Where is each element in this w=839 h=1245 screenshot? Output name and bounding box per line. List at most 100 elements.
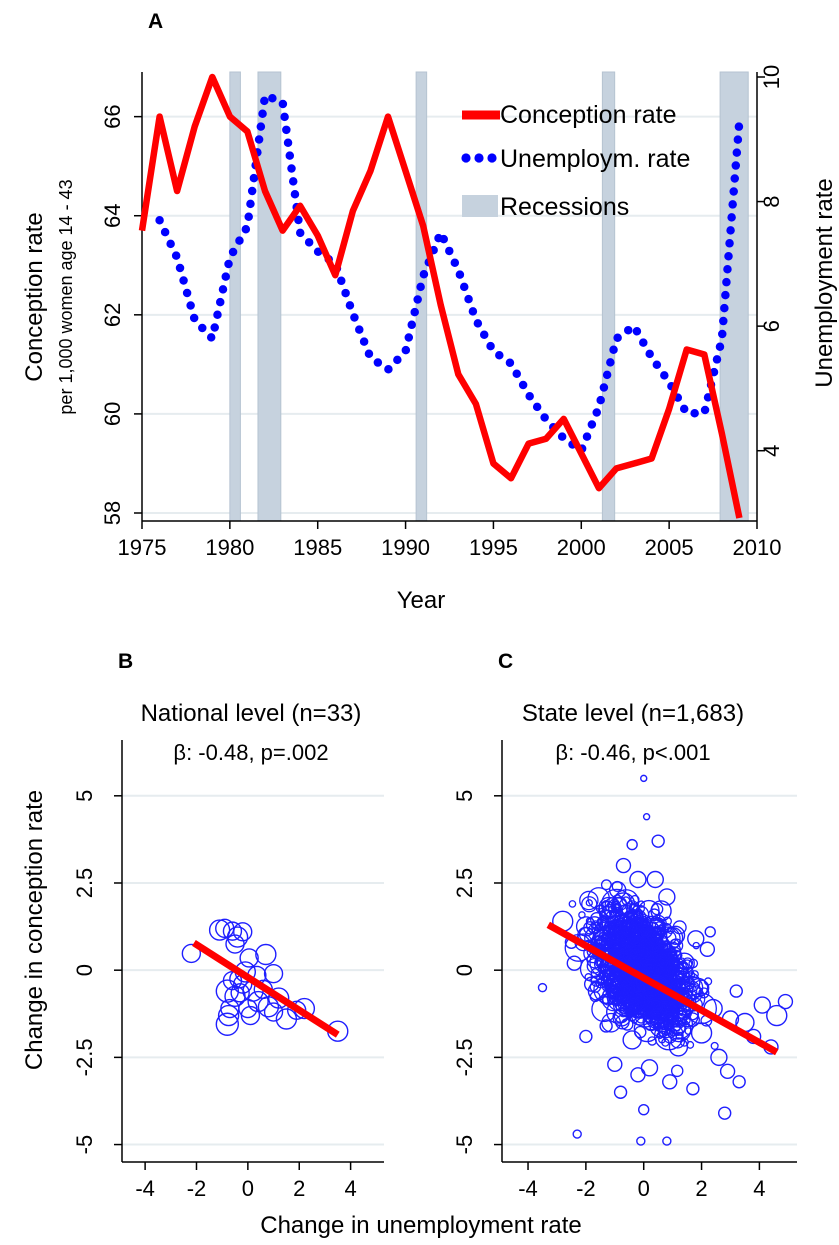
panel-c-point: [618, 941, 627, 951]
panel-b-xticks: -4 -2 0 2 4: [135, 1162, 357, 1201]
panel-letter-b: B: [118, 650, 133, 673]
panel-c-point: [640, 941, 651, 951]
panel-c-point: [662, 916, 672, 926]
panel-c-point: [603, 978, 613, 988]
panel-c-point: [572, 1129, 582, 1139]
panel-c-point: [624, 999, 640, 1015]
panel-b-point: [215, 1012, 240, 1036]
panel-c-point: [599, 1019, 613, 1033]
panel-c-point: [626, 838, 638, 851]
panel-c-point: [646, 870, 664, 889]
panel-c-point: [621, 896, 631, 906]
panel-c-point: [671, 959, 680, 968]
panel-c-point: [651, 834, 665, 848]
panel-b-title: National level (n=33): [141, 700, 362, 727]
panel-c-point: [667, 1006, 676, 1014]
legend-unemployment-label: Unemploym. rate: [500, 145, 690, 173]
panel-a-ytick-label: 58: [100, 501, 125, 525]
panel-c-point: [653, 1000, 678, 1025]
panel-c-points: [537, 774, 794, 1146]
legend-unemployment-swatch: [461, 153, 497, 163]
panel-c-point: [710, 1048, 728, 1067]
panel-c-point: [629, 922, 639, 932]
panel-c-ytick-label: 5: [452, 790, 477, 802]
panel-c-xtick-label: -4: [518, 1176, 538, 1201]
panel-c-xtick-label: -2: [576, 1176, 596, 1201]
panel-c-fit: [546, 921, 779, 1056]
panel-a-ytick-label: 62: [100, 303, 125, 327]
panel-c-point: [612, 1007, 632, 1027]
panel-a-ylabel: Conception rate: [21, 212, 48, 381]
legend-recession-swatch: [462, 195, 498, 217]
panel-c-point: [679, 972, 701, 993]
panel-c-point: [632, 996, 651, 1015]
panel-c-point: [640, 928, 651, 939]
panel-c-point: [692, 941, 700, 950]
panel-c-point: [579, 890, 599, 911]
panel-c-point: [636, 1136, 646, 1146]
panel-c-point: [629, 870, 647, 889]
legend-conception-label: Conception rate: [500, 101, 677, 129]
panel-c-point: [599, 993, 611, 1005]
panel-a-yticks: 58 60 62 64 66: [100, 104, 142, 525]
legend-recession-label: Recessions: [500, 193, 629, 221]
panel-c-point: [611, 880, 623, 893]
panel-c-point: [589, 991, 601, 1003]
panel-b-point: [217, 1004, 240, 1027]
panel-c-point: [537, 982, 548, 993]
panel-b-stat: β: -0.48, p=.002: [173, 740, 328, 765]
panel-b-point: [263, 963, 284, 984]
panel-c-point: [619, 974, 629, 984]
panel-c-point: [681, 1015, 691, 1026]
panel-c-point: [595, 978, 607, 989]
panel-c-point: [599, 970, 608, 979]
panel-c-xtick-label: 2: [695, 1176, 707, 1201]
panel-c-stat: β: -0.46, p<.001: [555, 740, 710, 765]
panel-c-point: [690, 970, 699, 979]
panel-c-point: [642, 813, 651, 821]
panel-c-point: [662, 1074, 678, 1090]
panel-c-point: [601, 1012, 621, 1033]
panel-c-point: [594, 935, 604, 945]
panel-c-point: [638, 1103, 650, 1116]
panel-c-point: [710, 1041, 719, 1050]
panel-a-xtick-label: 2010: [733, 535, 782, 560]
panel-b-ytick-label: -5: [72, 1135, 97, 1155]
panel-a-y2tick-label: 4: [759, 445, 784, 457]
panel-a: 58 60 62 64 66 4 6 8 10 1975 1980 1985 1990 1995 200…: [21, 65, 838, 614]
panel-c-point: [766, 1004, 788, 1027]
panel-c-point: [719, 1063, 736, 1080]
panel-bc-ylabel: Change in conception rate: [21, 790, 48, 1070]
panel-b-point: [239, 948, 259, 968]
panel-c-point: [753, 996, 771, 1014]
panel-c-point: [602, 920, 631, 949]
panel-c-point: [688, 958, 699, 969]
panel-b-point: [233, 922, 253, 942]
panel-c-point: [670, 1064, 684, 1078]
panel-a-y2tick-label: 6: [759, 320, 784, 332]
panel-c-point: [670, 1033, 686, 1049]
panel-c-point: [640, 1059, 659, 1077]
panel-c-point: [658, 956, 671, 969]
panel-a-xtick-label: 2000: [557, 535, 606, 560]
panel-c-fit-line: [546, 921, 779, 1056]
panel-c-point: [585, 916, 594, 926]
panel-c-point: [729, 984, 743, 998]
panel-c-point: [717, 1106, 732, 1120]
panel-c-point: [626, 931, 641, 945]
panel-b-point: [226, 926, 249, 948]
panel-c-point: [585, 899, 593, 907]
panel-bc-xlabel: Change in unemployment rate: [260, 1212, 582, 1239]
panel-a-ytick-label: 60: [100, 402, 125, 426]
panel-b-ytick-label: 2.5: [72, 868, 97, 899]
panel-a-xtick-label: 2005: [645, 535, 694, 560]
panel-c-point: [612, 904, 623, 915]
recession-band: [601, 71, 616, 522]
panel-c-point: [619, 915, 643, 938]
panel-c-point: [656, 934, 669, 947]
panel-c-point: [588, 923, 599, 935]
panel-c: State level (n=1,683) β: -0.46, p<.001 -…: [452, 700, 797, 1201]
panel-c-point: [670, 1020, 686, 1036]
panel-a-series: [138, 73, 744, 519]
panel-c-point: [648, 921, 659, 931]
